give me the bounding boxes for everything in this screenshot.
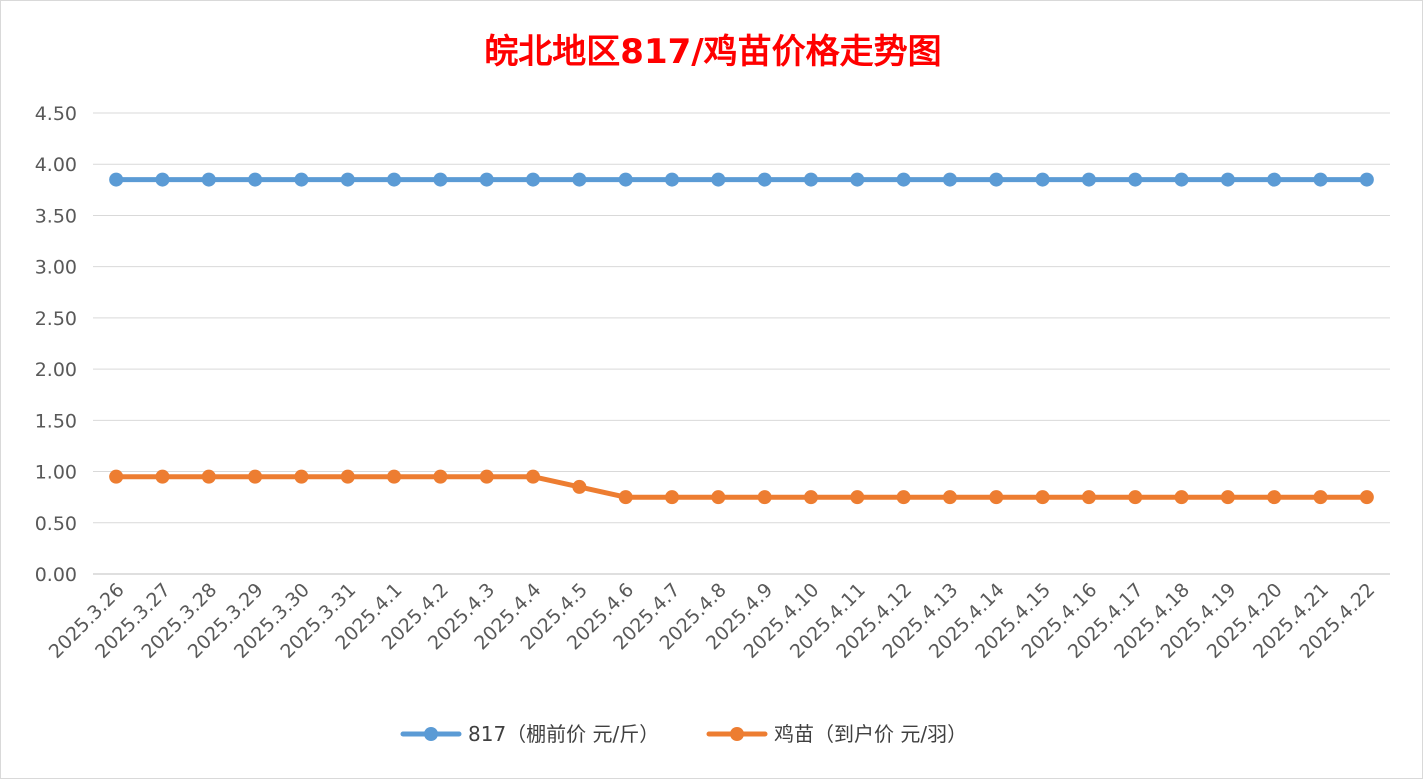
data-point [942, 490, 957, 505]
data-point [1267, 172, 1282, 187]
data-point [155, 172, 170, 187]
data-point [155, 469, 170, 484]
data-point [387, 172, 402, 187]
legend-marker [730, 727, 744, 741]
data-point [665, 490, 680, 505]
data-point [757, 490, 772, 505]
legend-marker [424, 727, 438, 741]
data-point [711, 172, 726, 187]
y-tick-label: 1.00 [35, 462, 77, 484]
data-point [1313, 172, 1328, 187]
data-point [248, 172, 263, 187]
data-point [1220, 172, 1235, 187]
data-point [340, 469, 355, 484]
legend-label: 鸡苗（到户价 元/羽） [774, 722, 967, 746]
data-point [618, 172, 633, 187]
y-axis-ticks: 0.00 0.50 1.00 1.50 2.00 2.50 3.00 3.50 4.00 4.50 [35, 103, 77, 586]
series-1 [109, 172, 1374, 187]
data-point [433, 172, 448, 187]
data-point [109, 469, 124, 484]
data-point [294, 172, 309, 187]
x-axis-ticks: 2025.3.262025.3.272025.3.282025.3.292025… [45, 579, 1380, 663]
data-point [757, 172, 772, 187]
y-tick-label: 4.00 [35, 154, 77, 176]
y-tick-label: 1.50 [35, 410, 77, 432]
y-tick-label: 3.00 [35, 257, 77, 279]
y-tick-label: 0.50 [35, 513, 77, 535]
data-point [665, 172, 680, 187]
data-point [433, 469, 448, 484]
data-point [1081, 490, 1096, 505]
y-tick-label: 2.50 [35, 308, 77, 330]
data-point [201, 172, 216, 187]
grid-lines [93, 112, 1390, 575]
legend-label: 817（棚前价 元/斤） [468, 722, 659, 746]
legend: 817（棚前价 元/斤） 鸡苗（到户价 元/羽） [400, 722, 967, 746]
legend-item-2: 鸡苗（到户价 元/羽） [706, 722, 967, 746]
data-point [340, 172, 355, 187]
data-point [989, 172, 1004, 187]
data-point [526, 469, 541, 484]
data-point [711, 490, 726, 505]
data-point [1128, 172, 1143, 187]
data-point [1359, 172, 1374, 187]
data-point [479, 469, 494, 484]
data-point [572, 479, 587, 494]
data-point [1220, 490, 1235, 505]
data-point [1081, 172, 1096, 187]
data-point [850, 172, 865, 187]
data-point [1128, 490, 1143, 505]
series-layer [109, 172, 1374, 505]
data-point [201, 469, 216, 484]
data-point [896, 172, 911, 187]
data-point [1035, 490, 1050, 505]
data-point [1035, 172, 1050, 187]
legend-item-1: 817（棚前价 元/斤） [400, 722, 659, 746]
data-point [479, 172, 494, 187]
data-point [989, 490, 1004, 505]
data-point [803, 172, 818, 187]
y-tick-label: 3.50 [35, 205, 77, 227]
chart-title: 皖北地区817/鸡苗价格走势图 [484, 32, 941, 72]
y-tick-label: 2.00 [35, 359, 77, 381]
series-line [113, 474, 1370, 500]
data-point [294, 469, 309, 484]
data-point [1174, 490, 1189, 505]
data-point [850, 490, 865, 505]
data-point [1313, 490, 1328, 505]
data-point [803, 490, 818, 505]
data-point [526, 172, 541, 187]
data-point [109, 172, 124, 187]
data-point [1174, 172, 1189, 187]
data-point [618, 490, 633, 505]
data-point [1267, 490, 1282, 505]
data-point [942, 172, 957, 187]
data-point [248, 469, 263, 484]
y-tick-label: 4.50 [35, 103, 77, 125]
data-point [896, 490, 911, 505]
data-point [387, 469, 402, 484]
series-2 [109, 469, 1374, 505]
y-tick-label: 0.00 [35, 564, 77, 586]
data-point [572, 172, 587, 187]
data-point [1359, 490, 1374, 505]
